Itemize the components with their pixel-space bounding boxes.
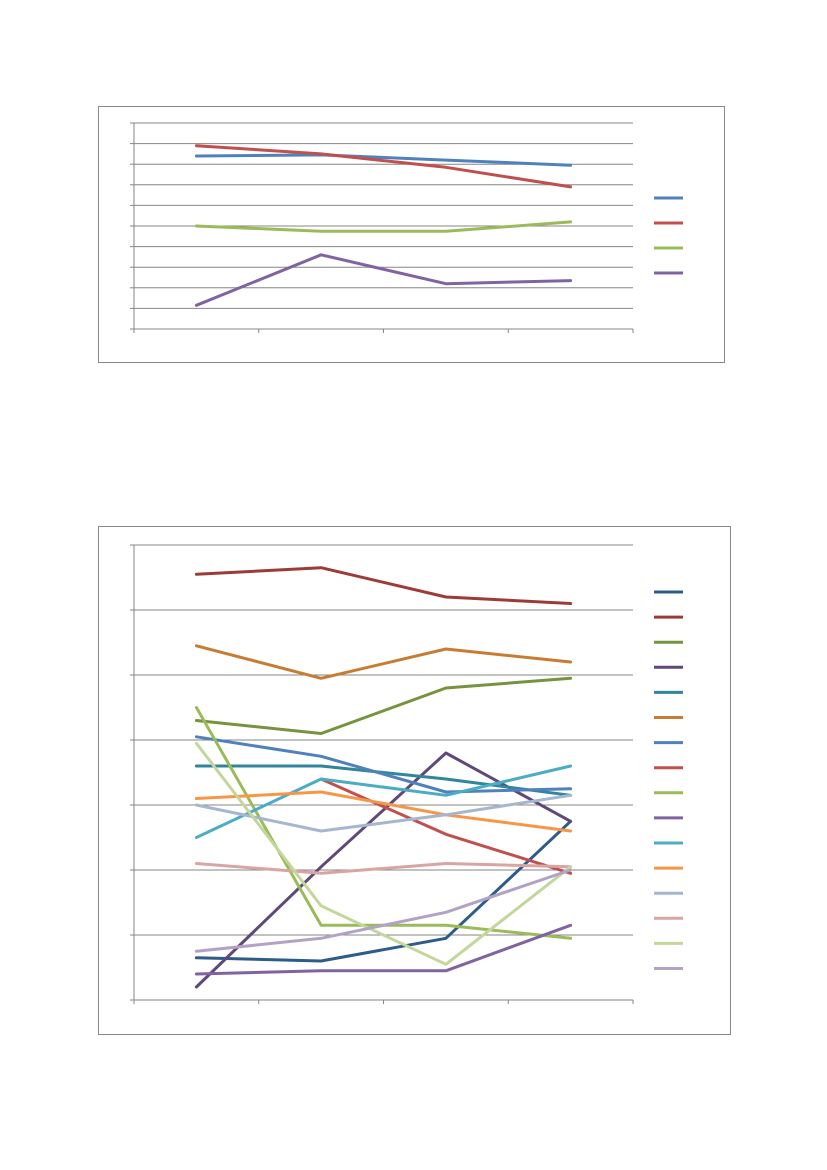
series-line-2 xyxy=(194,144,573,189)
series-line-2 xyxy=(194,566,573,605)
series-line-15 xyxy=(194,741,573,966)
line-chart-2 xyxy=(98,526,731,1035)
series-line-10 xyxy=(194,923,573,976)
series-line-3 xyxy=(194,220,573,233)
series-line-14 xyxy=(194,862,573,875)
series-line-12 xyxy=(194,790,573,833)
series-line-6 xyxy=(194,644,573,680)
line-chart-2-svg xyxy=(130,544,683,1004)
series-line-8 xyxy=(319,777,573,875)
series-line-1 xyxy=(194,819,573,963)
series-line-16 xyxy=(194,868,573,953)
series-line-5 xyxy=(194,764,573,797)
series-line-13 xyxy=(194,793,573,833)
series-line-11 xyxy=(194,764,573,839)
line-chart-1 xyxy=(98,106,725,363)
line-chart-1-svg xyxy=(130,122,683,333)
series-line-1 xyxy=(194,153,573,167)
series-line-4 xyxy=(194,253,573,307)
series-line-7 xyxy=(194,735,573,794)
series-line-3 xyxy=(194,676,573,735)
